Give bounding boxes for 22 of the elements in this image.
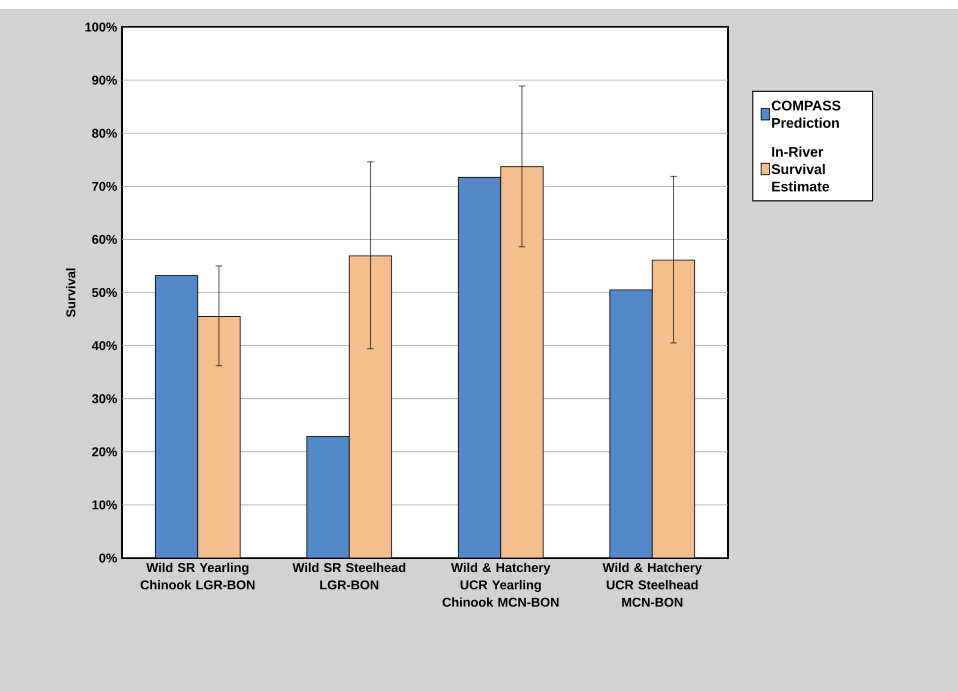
y-tick-label: 70% (92, 182, 117, 191)
legend-label: COMPASS Prediction (772, 100, 840, 128)
bar (154, 275, 198, 558)
y-tick-label: 60% (92, 234, 117, 244)
y-tick-label: 0% (99, 553, 117, 563)
x-tick-label: Wild SR Yearling Chinook LGR-BON (140, 562, 254, 590)
y-tick-label: 20% (92, 447, 117, 456)
y-tick-label: 50% (92, 288, 117, 298)
x-tick-label: Wild & Hatchery UCR Yearling Chinook MCN-BON (442, 562, 559, 607)
y-tick-label: 40% (92, 341, 117, 350)
y-tick-label: 10% (92, 500, 117, 510)
bar (306, 436, 350, 558)
bar (609, 289, 653, 558)
x-tick-label: Wild & Hatchery UCR Steelhead MCN-BON (602, 562, 702, 607)
legend-label: In-River Survival Estimate (772, 146, 830, 192)
y-tick-label: 30% (92, 394, 117, 404)
y-tick-label: 90% (92, 76, 117, 85)
x-tick-label: Wild SR Steelhead LGR-BON (292, 562, 406, 590)
y-tick-label: 80% (92, 128, 117, 138)
y-axis-title: Survival (66, 268, 76, 318)
bar (458, 176, 502, 558)
y-tick-label: 100% (85, 22, 117, 32)
